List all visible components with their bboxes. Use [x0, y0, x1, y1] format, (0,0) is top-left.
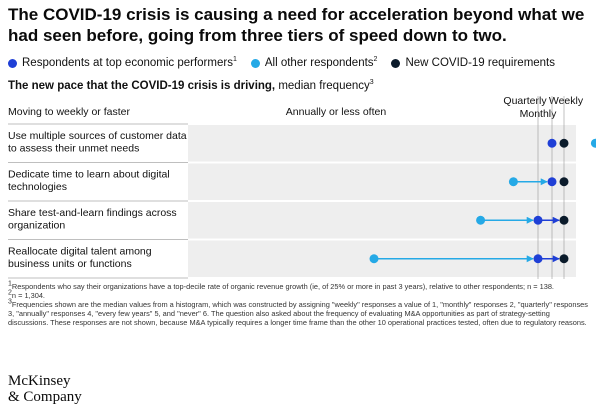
point-top-performers [533, 254, 543, 264]
row-label: organization [8, 220, 65, 232]
legend-label: Respondents at top economic performers1 [22, 56, 237, 69]
column-header: Moving to weekly or faster [8, 106, 130, 118]
x-axis-label: Monthly [520, 108, 558, 120]
x-axis-label: Weekly [549, 95, 584, 107]
legend-item-covid-requirements: New COVID-19 requirements [391, 57, 555, 69]
point-all-other-respondents [476, 215, 486, 225]
chart-area: Moving to weekly or faster Annually or le… [8, 95, 596, 279]
legend-label: New COVID-19 requirements [405, 57, 556, 69]
point-top-performers [533, 215, 543, 225]
legend-dot-icon [8, 58, 17, 68]
row-label: Reallocate digital talent among [8, 246, 152, 258]
point-all-other-respondents [590, 138, 596, 148]
mckinsey-logo: McKinsey & Company [8, 373, 82, 405]
x-axis-label: Annually or less often [286, 106, 387, 118]
footnote-3: 3Frequencies shown are the median values… [8, 298, 588, 328]
point-covid-requirements [559, 177, 569, 187]
point-top-performers [547, 138, 557, 148]
row-band [188, 125, 576, 162]
footnote-1: 1Respondents who say their organizations… [8, 280, 554, 291]
row-label: Dedicate time to learn about digital [8, 169, 170, 181]
legend: Respondents at top economic performers1 … [8, 56, 555, 69]
point-covid-requirements [559, 138, 569, 148]
row-label: business units or functions [8, 258, 132, 270]
legend-dot-icon [250, 58, 260, 68]
x-axis-label: Quarterly [503, 95, 547, 107]
legend-item-all-others: All other respondents2 [250, 56, 378, 69]
point-all-other-respondents [508, 177, 518, 187]
chart-subtitle: The new pace that the COVID-19 crisis is… [8, 79, 374, 92]
legend-dot-icon [391, 58, 401, 68]
row-label: Share test-and-learn findings across [8, 207, 177, 219]
chart-title: The COVID-19 crisis is causing a need fo… [8, 5, 585, 45]
row-label: technologies [8, 181, 67, 193]
point-covid-requirements [559, 215, 569, 225]
legend-item-top-performers: Respondents at top economic performers1 [8, 56, 237, 69]
footnote-2: 2n = 1,304. [8, 289, 45, 301]
point-all-other-respondents [369, 254, 379, 264]
legend-label: All other respondents2 [264, 56, 378, 69]
row-label: to assess their unmet needs [8, 143, 139, 155]
row-label: Use multiple sources of customer data [8, 130, 187, 142]
point-covid-requirements [559, 254, 569, 264]
footnotes: 1Respondents who say their organizations… [8, 280, 590, 328]
point-top-performers [547, 177, 557, 187]
